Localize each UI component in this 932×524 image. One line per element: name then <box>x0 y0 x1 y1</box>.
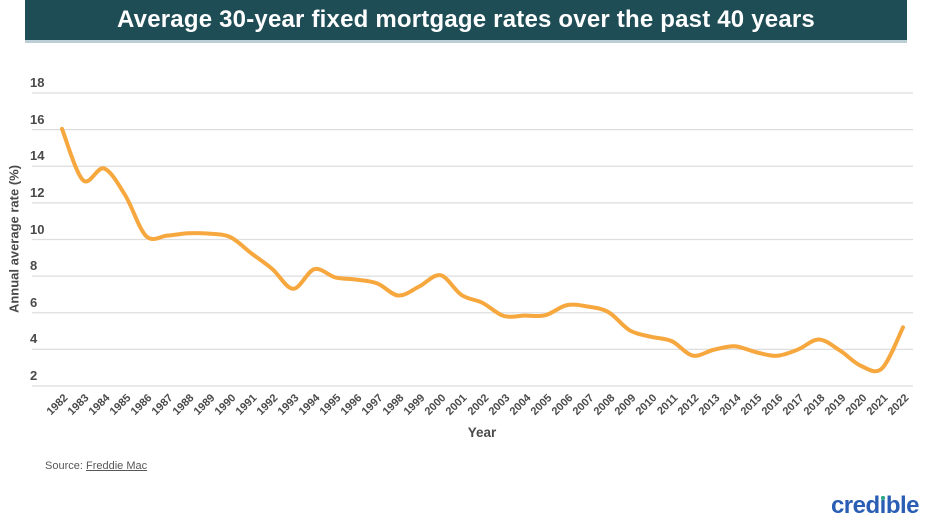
y-axis-title: Annual average rate (%) <box>6 164 22 314</box>
credible-logo: credı ble <box>830 492 920 520</box>
rate-line-series <box>60 126 905 374</box>
y-tick-label: 10 <box>30 221 45 237</box>
y-tick-label: 18 <box>30 75 45 90</box>
y-tick-label: 2 <box>30 368 38 383</box>
y-tick-label: 16 <box>30 111 45 127</box>
chart-title: Average 30-year fixed mortgage rates ove… <box>117 6 815 33</box>
source-prefix-label: Source: <box>45 460 86 472</box>
source-attribution: Source: Freddie Mac <box>45 460 147 472</box>
logo-text-end: ble <box>885 492 920 519</box>
chart-title-bar: Average 30-year fixed mortgage rates ove… <box>25 0 907 43</box>
y-tick-label: 8 <box>30 258 38 274</box>
logo-i-dot-icon <box>880 496 885 500</box>
y-tick-label: 14 <box>30 148 45 164</box>
logo-letter-i: ı <box>879 492 887 519</box>
y-tick-label: 12 <box>30 184 45 200</box>
y-tick-label: 4 <box>30 331 38 347</box>
logo-text-start: cred <box>830 492 880 519</box>
y-tick-label: 6 <box>30 294 38 310</box>
x-axis-title: Year <box>467 425 497 440</box>
source-freddie-mac-link[interactable]: Freddie Mac <box>85 460 148 472</box>
